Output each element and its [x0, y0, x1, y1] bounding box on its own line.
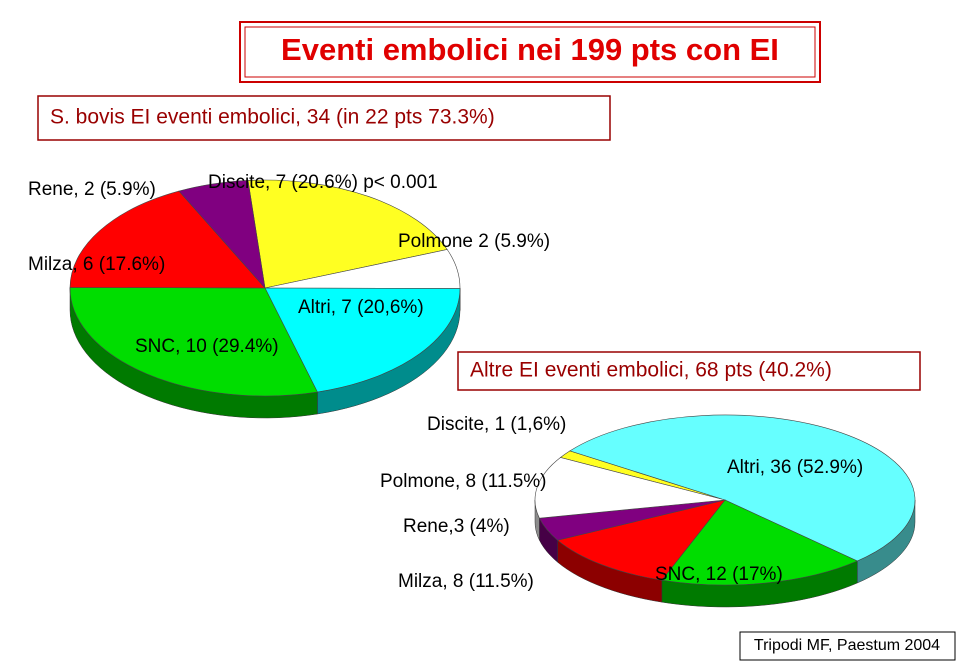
slice-label: Polmone, 8 (11.5%)	[380, 471, 547, 492]
chart-title-box	[37, 95, 611, 141]
credit: Tripodi MF, Paestum 2004	[754, 637, 940, 654]
slice-label: Milza, 8 (11.5%)	[398, 571, 534, 592]
slice-label: Altri, 36 (52.9%)	[727, 457, 863, 478]
pie-slice	[178, 180, 266, 289]
slice-label: Milza, 6 (17.6%)	[28, 254, 165, 275]
chart-title: S. bovis EI eventi embolici, 34 (in 22 p…	[50, 106, 495, 129]
title-box-inner	[244, 26, 816, 78]
labels: Discite, 7 (20.6%) p< 0.001 Polmone 2 (5.…	[28, 172, 863, 592]
pie-slice	[69, 287, 318, 397]
title-box	[239, 21, 821, 83]
pie-slice	[661, 499, 859, 586]
slice-label: SNC, 12 (17%)	[655, 564, 783, 585]
slice-label: Discite, 1 (1,6%)	[427, 414, 566, 435]
pie-slice	[556, 499, 726, 581]
slice-label: SNC, 10 (29.4%)	[135, 336, 279, 357]
slice-label: Rene,3 (4%)	[403, 516, 510, 537]
credit-box	[739, 631, 956, 661]
pie-tops	[534, 414, 916, 586]
slice-label: Rene, 2 (5.9%)	[28, 179, 156, 200]
pies	[69, 179, 916, 608]
pie-slice	[534, 457, 726, 519]
chart-title-box	[457, 351, 921, 391]
slice-label: Altri, 7 (20,6%)	[298, 297, 424, 318]
pie-slice	[264, 287, 461, 393]
pie-slice	[569, 414, 916, 562]
pie-slice	[247, 179, 448, 289]
pie-tops	[69, 179, 461, 397]
pie-slice	[69, 190, 266, 289]
slice-label: Discite, 7 (20.6%) p< 0.001	[208, 172, 438, 193]
slide-title: Eventi embolici nei 199 pts con EI	[281, 32, 779, 67]
slice-label: Polmone 2 (5.9%)	[398, 231, 550, 252]
chart-title: Altre EI eventi embolici, 68 pts (40.2%)	[470, 359, 832, 382]
pie-sides	[534, 499, 916, 608]
